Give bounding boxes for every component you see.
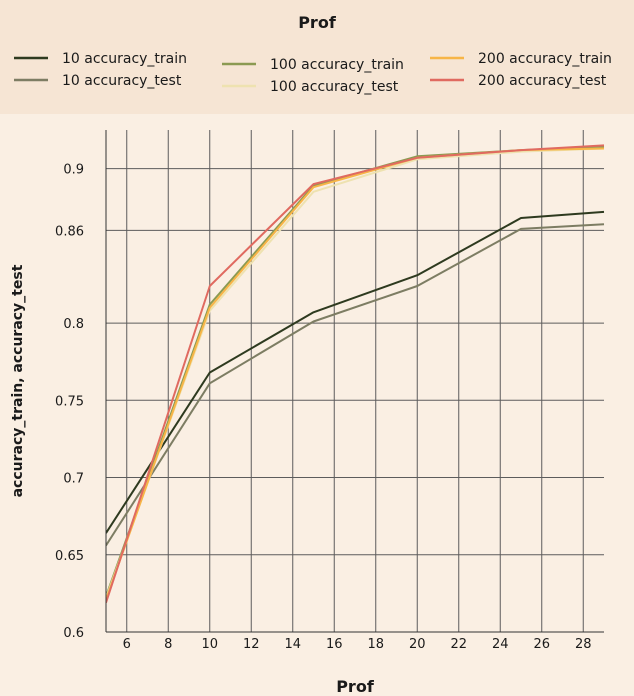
x-tick-label: 24	[492, 637, 509, 652]
y-tick-label: 0.86	[55, 224, 84, 239]
y-tick-label: 0.7	[63, 472, 84, 487]
y-tick-label: 0.75	[55, 394, 84, 409]
y-tick-label: 0.65	[55, 549, 84, 564]
x-tick-label: 20	[409, 637, 426, 652]
x-tick-label: 6	[123, 637, 131, 652]
x-tick-label: 12	[243, 637, 260, 652]
x-tick-label: 14	[284, 637, 301, 652]
x-tick-label: 10	[201, 637, 218, 652]
y-tick-label: 0.9	[63, 163, 84, 178]
x-axis-title: Prof	[336, 677, 375, 696]
legend-title: Prof	[298, 13, 337, 32]
legend-label: 10 accuracy_test	[62, 73, 182, 89]
legend-label: 100 accuracy_test	[270, 79, 399, 95]
x-tick-label: 16	[326, 637, 343, 652]
y-tick-label: 0.6	[63, 626, 84, 641]
x-tick-label: 22	[450, 637, 467, 652]
x-tick-label: 8	[164, 637, 172, 652]
x-tick-label: 18	[367, 637, 384, 652]
legend-label: 100 accuracy_train	[270, 57, 404, 73]
legend-label: 10 accuracy_train	[62, 51, 187, 67]
series-line-6	[106, 145, 604, 602]
legend-label: 200 accuracy_train	[478, 51, 612, 67]
legend-label: 200 accuracy_test	[478, 73, 607, 89]
y-tick-label: 0.8	[63, 317, 84, 332]
x-tick-label: 26	[533, 637, 550, 652]
x-tick-label: 28	[575, 637, 592, 652]
y-axis-title: accuracy_train, accuracy_test	[10, 264, 26, 497]
